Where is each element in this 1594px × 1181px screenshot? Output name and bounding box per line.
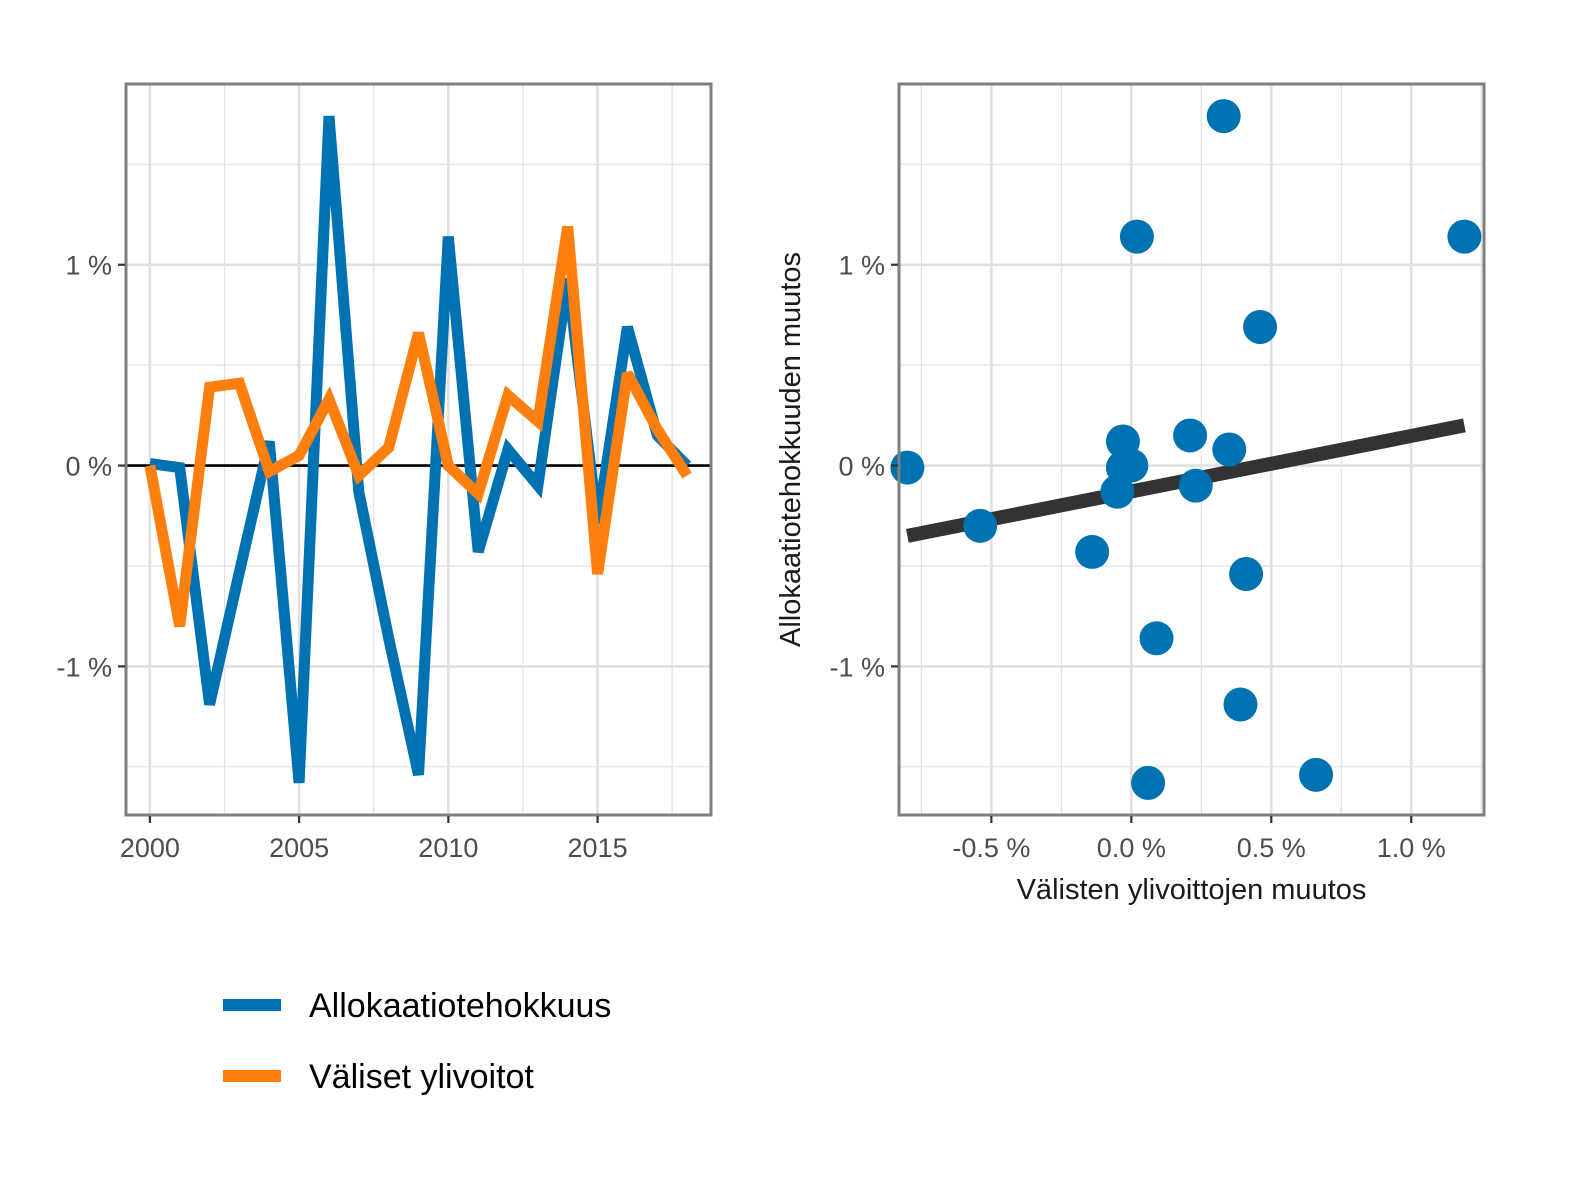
y-tick-label: 1 % [838, 251, 885, 281]
plot-frame [897, 82, 1486, 817]
x-tick-label: 2005 [269, 833, 329, 863]
scatter-point [963, 508, 998, 543]
scatter-point [1229, 557, 1264, 592]
legend-label-allokaatiotehokkuus: Allokaatiotehokkuus [309, 987, 611, 1025]
scatter-point [1114, 448, 1149, 483]
scatter-chart-panel: -0.5 % 0.0 % 0.5 % 1.0 % -1 % 0 % 1 % Väliste… [775, 82, 1486, 906]
x-tick-label: 2000 [120, 833, 180, 863]
x-tick-label: 0.0 % [1097, 833, 1166, 863]
series-lines [144, 115, 692, 784]
x-axis-ticks: -0.5 % 0.0 % 0.5 % 1.0 % [952, 816, 1446, 863]
x-axis-ticks: 2000 2005 2010 2015 [120, 816, 628, 863]
y-axis-ticks: -1 % 0 % 1 % [56, 251, 125, 682]
scatter-point [1299, 757, 1334, 792]
y-tick-label: -1 % [829, 652, 885, 682]
x-tick-label: 2010 [418, 833, 478, 863]
scatter-point [1223, 687, 1258, 722]
y-tick-label: -1 % [56, 652, 112, 682]
scatter-point [1212, 432, 1247, 467]
scatter-point [1119, 219, 1154, 254]
scatter-point [1243, 309, 1278, 344]
x-axis-title: Välisten ylivoittojen muutos [1017, 874, 1367, 906]
line-chart-panel: 2000 2005 2010 2015 -1 % 0 % 1 % [56, 82, 713, 863]
scatter-point [890, 450, 925, 485]
gridlines [899, 84, 1484, 815]
y-axis-ticks: -1 % 0 % 1 % [829, 251, 898, 682]
scatter-point [1131, 765, 1166, 800]
y-axis-title: Allokaatiotehokkuuden muutos [775, 252, 807, 647]
plot-frame [124, 82, 713, 817]
scatter-point [1206, 99, 1241, 134]
x-tick-label: 2015 [568, 833, 628, 863]
scatter-point [1447, 219, 1482, 254]
legend: Allokaatiotehokkuus Väliset ylivoitot [223, 987, 611, 1096]
scatter-point [1139, 621, 1174, 656]
x-tick-label: 0.5 % [1237, 833, 1306, 863]
y-tick-label: 0 % [838, 452, 885, 482]
series-line-valiset-ylivoitot [144, 225, 692, 628]
scatter-point [1173, 418, 1208, 453]
y-tick-label: 0 % [65, 452, 112, 482]
scatter-point [1075, 534, 1110, 569]
scatter-point [1178, 468, 1213, 503]
y-tick-label: 1 % [65, 251, 112, 281]
legend-label-valiset-ylivoitot: Väliset ylivoitot [309, 1058, 534, 1096]
x-tick-label: 1.0 % [1377, 833, 1446, 863]
x-tick-label: -0.5 % [952, 833, 1030, 863]
